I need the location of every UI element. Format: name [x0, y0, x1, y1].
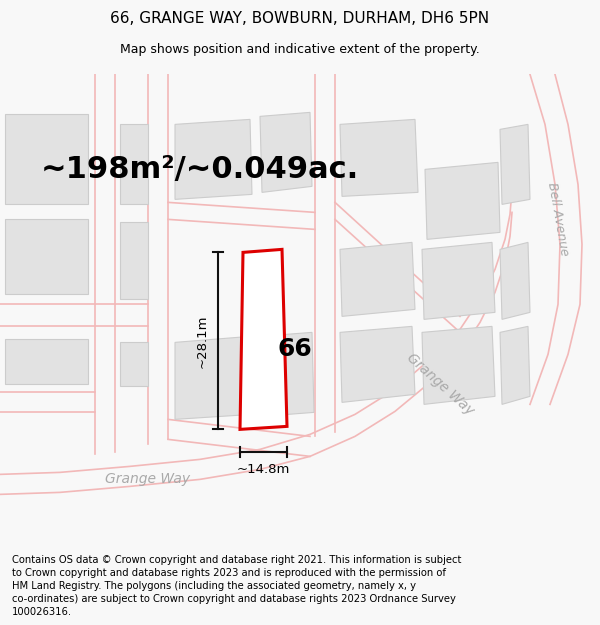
Polygon shape [340, 119, 418, 196]
Polygon shape [340, 326, 415, 402]
Polygon shape [500, 242, 530, 319]
Text: Grange Way: Grange Way [404, 351, 476, 418]
Polygon shape [175, 119, 252, 199]
Polygon shape [5, 114, 88, 204]
Polygon shape [240, 249, 287, 429]
Polygon shape [120, 342, 148, 386]
Polygon shape [340, 242, 415, 316]
Text: ~14.8m: ~14.8m [237, 463, 290, 476]
Polygon shape [120, 222, 148, 299]
Text: 66, GRANGE WAY, BOWBURN, DURHAM, DH6 5PN: 66, GRANGE WAY, BOWBURN, DURHAM, DH6 5PN [110, 11, 490, 26]
Text: Contains OS data © Crown copyright and database right 2021. This information is : Contains OS data © Crown copyright and d… [12, 554, 461, 618]
Polygon shape [500, 124, 530, 204]
Polygon shape [260, 332, 314, 416]
Polygon shape [422, 242, 495, 319]
Polygon shape [120, 124, 148, 204]
Polygon shape [175, 336, 252, 419]
Text: Grange Way: Grange Way [106, 472, 191, 486]
Polygon shape [5, 219, 88, 294]
Text: ~198m²/~0.049ac.: ~198m²/~0.049ac. [41, 155, 359, 184]
Polygon shape [422, 326, 495, 404]
Text: Map shows position and indicative extent of the property.: Map shows position and indicative extent… [120, 42, 480, 56]
Polygon shape [500, 326, 530, 404]
Text: Bell Avenue: Bell Avenue [545, 181, 571, 258]
Polygon shape [425, 162, 500, 239]
Polygon shape [5, 339, 88, 384]
Polygon shape [260, 112, 312, 192]
Text: ~28.1m: ~28.1m [196, 314, 209, 368]
Text: 66: 66 [278, 338, 313, 361]
